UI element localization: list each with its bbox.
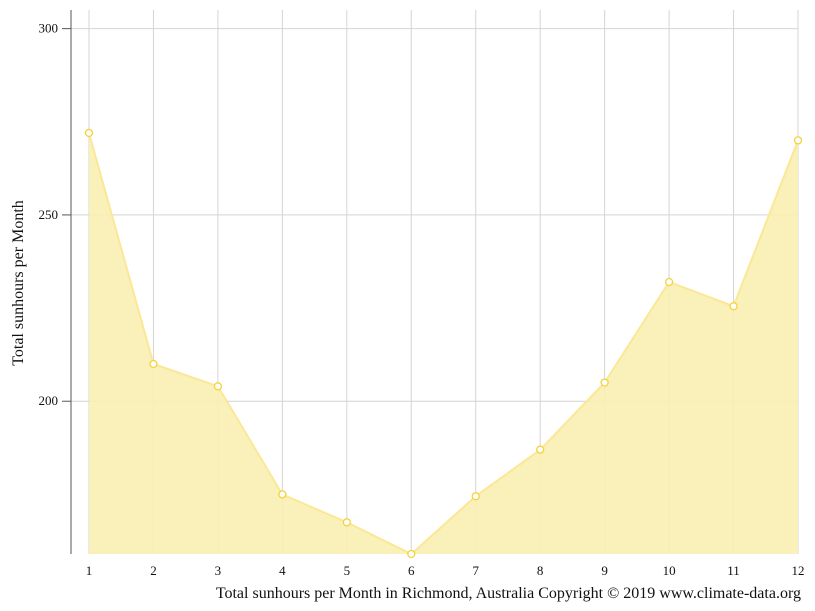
x-tick-label-8: 8 [537,563,544,578]
y-tick-labels: 200 250 300 [39,21,59,409]
x-tick-label-9: 9 [601,563,608,578]
data-point-9 [600,378,609,387]
y-tick-label-200: 200 [39,393,59,408]
data-point-12 [793,136,803,145]
data-point-2 [149,359,158,369]
x-tick-label-4: 4 [279,563,286,578]
x-tick-labels: 1 2 3 4 5 6 7 8 9 10 11 12 [86,563,805,578]
x-tick-label-10: 10 [663,563,676,578]
axes [62,10,72,554]
series-line [88,132,799,556]
x-tick-label-2: 2 [150,563,157,578]
data-point-1 [84,128,94,138]
data-point-11 [729,302,738,311]
x-tick-label-7: 7 [472,563,479,578]
data-point-8 [536,445,545,454]
data-point-3 [213,382,223,391]
data-point-6 [407,549,416,559]
x-tick-label-11: 11 [727,563,740,578]
chart-caption: Total sunhours per Month in Richmond, Au… [216,585,801,602]
data-point-7 [471,492,480,501]
y-tick-label-250: 250 [39,207,59,222]
x-tick-label-12: 12 [792,563,805,578]
data-point-4 [278,490,287,499]
data-point-10 [664,277,674,287]
data-point-5 [342,518,351,527]
x-tick-label-6: 6 [408,563,415,578]
x-tick-label-3: 3 [215,563,222,578]
x-tick-label-5: 5 [344,563,351,578]
data-points [84,128,803,559]
y-tick-label-300: 300 [39,21,59,36]
x-tick-label-1: 1 [86,563,93,578]
series-area [89,133,798,554]
y-axis-title: Total sunhours per Month [10,200,27,366]
